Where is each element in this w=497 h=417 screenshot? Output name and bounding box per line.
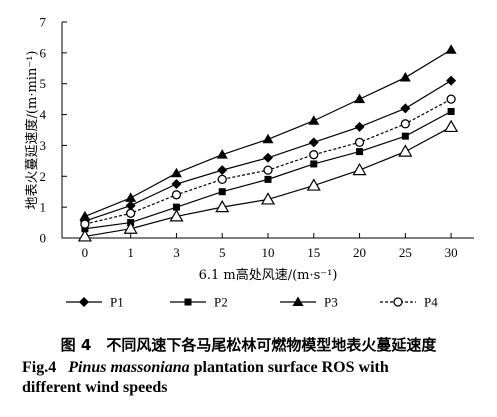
caption-line-2: different wind speeds: [22, 379, 168, 396]
point-p3: [445, 44, 457, 54]
point-p3: [125, 192, 137, 202]
x-axis-title: 6.1 m高处风速/(m·s⁻¹): [199, 267, 338, 283]
point-p2: [218, 188, 226, 196]
y-tick-label: 4: [40, 107, 47, 122]
legend-label-p1: P1: [110, 295, 124, 310]
legend-marker-p1: [79, 297, 89, 307]
point-p4: [309, 150, 319, 160]
x-tick-label: 20: [353, 245, 366, 260]
y-tick-label: 5: [40, 76, 47, 91]
point-unlabeled: [169, 209, 184, 222]
point-p1: [125, 200, 136, 211]
point-p3: [79, 210, 91, 221]
point-p3: [262, 133, 274, 144]
figure-caption-chinese: 图 4 不同风速下各马尾松林可燃物模型地表火蔓延速度: [60, 336, 437, 354]
point-p2: [356, 148, 364, 156]
line-chart: 0 1 2 3 4 5 6 7 0 1 3 5 10 15 20 25 30 6.1 m高处风速/(m·s⁻¹)…: [24, 15, 474, 310]
x-tick-label: 3: [173, 245, 180, 260]
point-unlabeled: [352, 162, 367, 176]
point-p2: [401, 132, 409, 140]
point-p2: [310, 160, 318, 168]
legend-label-p4: P4: [424, 295, 438, 310]
point-p1: [354, 121, 365, 132]
legend-label-p2: P2: [214, 295, 228, 310]
point-p1: [308, 137, 319, 148]
caption-line-1: plantation surface ROS with: [193, 359, 389, 376]
chart-ticks: 0 1 2 3 4 5 6 7 0 1 3 5 10 15 20 25 30: [40, 15, 458, 261]
y-tick-label: 2: [40, 169, 47, 184]
legend-label-p3: P3: [324, 295, 338, 310]
x-tick-label: 1: [127, 245, 134, 260]
point-p4: [80, 219, 90, 229]
point-p3: [216, 149, 228, 159]
y-tick-label: 3: [40, 138, 47, 153]
point-p4: [263, 165, 273, 175]
point-unlabeled: [306, 178, 321, 191]
series-line-p3: [84, 49, 452, 217]
point-p1: [400, 103, 411, 114]
point-unlabeled: [215, 199, 230, 213]
point-p4: [126, 208, 136, 218]
chart-legend: P1 P2 P3 P4: [66, 295, 438, 310]
x-tick-label: 25: [399, 245, 412, 260]
x-tick-label: 15: [307, 245, 320, 260]
point-unlabeled: [123, 221, 138, 234]
point-p3: [308, 115, 320, 125]
point-unlabeled: [444, 119, 459, 133]
point-p4: [217, 174, 227, 185]
point-p3: [354, 93, 366, 104]
point-p4: [400, 119, 410, 129]
point-p4: [354, 137, 365, 147]
point-unlabeled: [77, 229, 92, 242]
figure-caption-english: Fig.4 Pinus massoniana plantation surfac…: [22, 358, 492, 398]
point-unlabeled: [260, 192, 276, 205]
point-p1: [263, 152, 273, 163]
x-tick-label: 5: [219, 245, 226, 260]
x-tick-label: 10: [262, 245, 275, 260]
point-p1: [446, 75, 457, 86]
x-tick-label: 30: [445, 245, 458, 260]
legend-marker-p3: [292, 296, 304, 306]
y-tick-label: 7: [40, 15, 47, 30]
point-p3: [170, 167, 182, 178]
y-tick-label: 1: [40, 200, 47, 215]
point-p4: [171, 190, 182, 200]
legend-marker-p2: [184, 298, 192, 306]
point-p2: [264, 175, 272, 183]
legend-marker-p4: [393, 297, 403, 307]
point-p1: [217, 165, 228, 176]
point-p2: [172, 203, 180, 211]
y-tick-label: 6: [40, 45, 47, 60]
x-tick-label: 0: [82, 245, 89, 260]
y-axis-title: 地表火蔓延速度/(m·min⁻¹): [24, 51, 40, 210]
species-name: Pinus massoniana: [68, 359, 190, 376]
point-p1: [171, 179, 182, 189]
point-p4: [446, 94, 456, 104]
point-unlabeled: [398, 144, 413, 157]
chart-axes: [61, 22, 474, 239]
point-p2: [447, 107, 455, 115]
point-p3: [399, 72, 411, 82]
chart-markers: [77, 44, 459, 242]
y-tick-label: 0: [40, 231, 47, 246]
figure-number: Fig.4: [22, 359, 57, 376]
